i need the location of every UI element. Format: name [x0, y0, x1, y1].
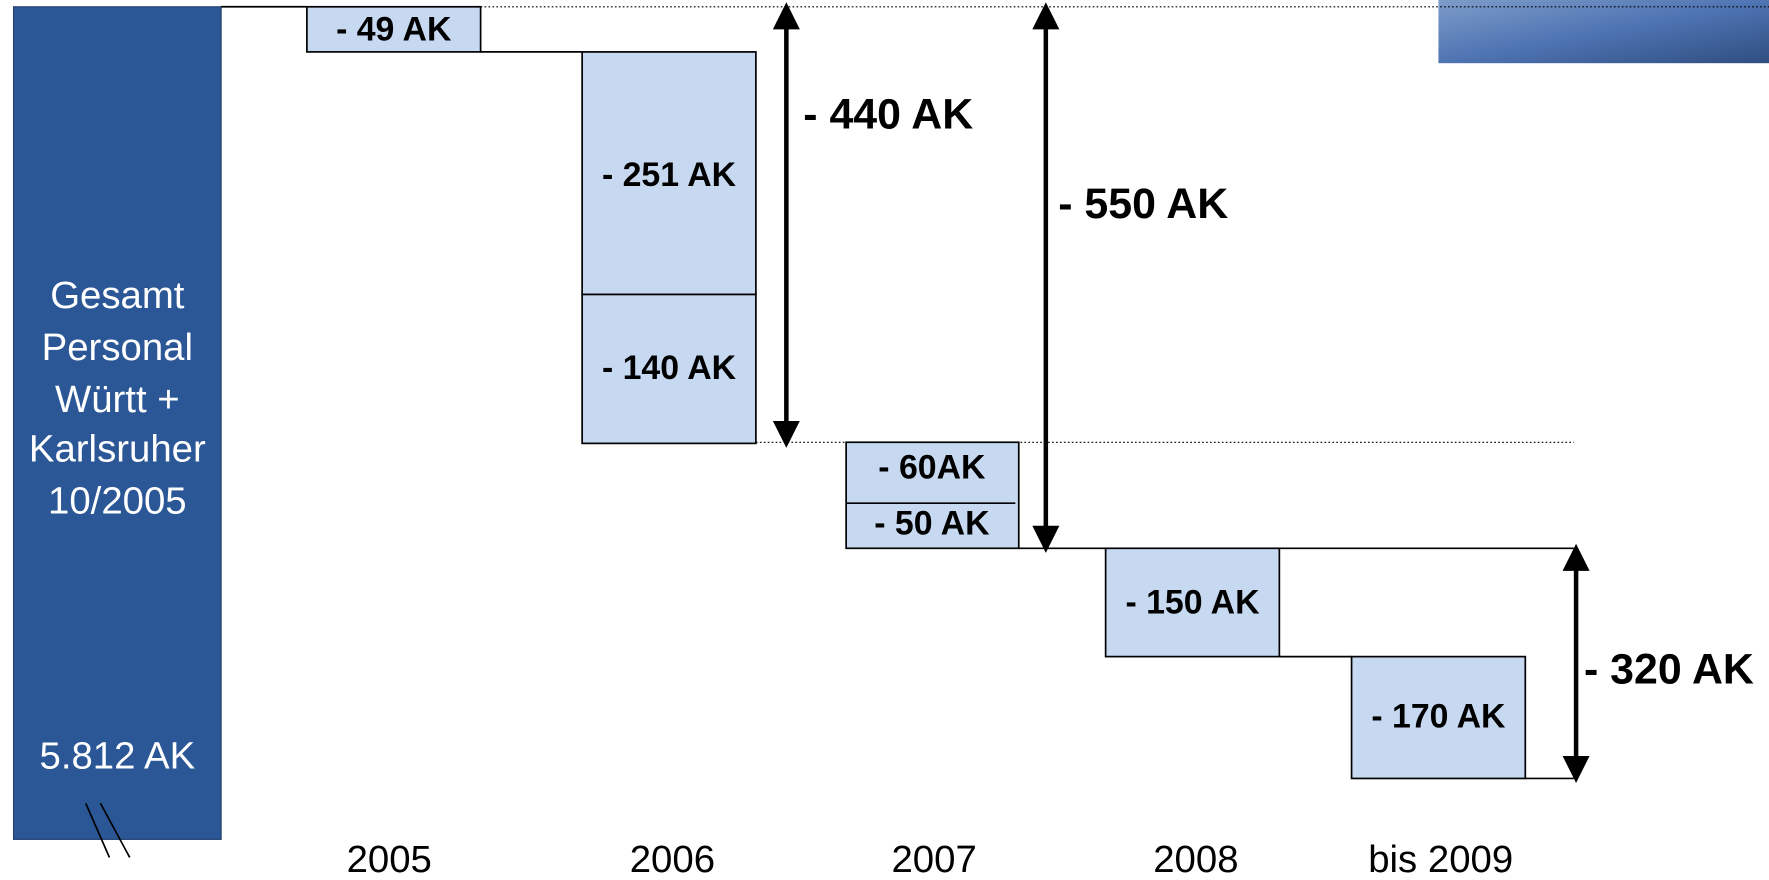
step-label: - 60AK — [878, 448, 986, 486]
year-label: 2007 — [891, 838, 976, 880]
total-label: Württ + — [55, 378, 180, 421]
year-label: 2008 — [1153, 838, 1238, 880]
total-label: Karlsruher — [29, 427, 206, 470]
step-box — [1350, 655, 1527, 780]
step-label: - 150 AK — [1125, 584, 1260, 622]
break-mark — [84, 802, 111, 858]
year-label: 2006 — [630, 838, 715, 880]
total-value: 5.812 AK — [40, 734, 196, 777]
step-box — [581, 51, 757, 296]
total-label: Gesamt — [50, 274, 185, 317]
span-label: - 440 AK — [803, 91, 973, 139]
step-label: - 251 AK — [602, 156, 737, 194]
total-label: 10/2005 — [48, 479, 187, 522]
step-label: - 140 AK — [602, 349, 737, 387]
step-label: - 49 AK — [336, 11, 452, 49]
step-label: - 170 AK — [1371, 698, 1506, 736]
step-box — [845, 441, 1020, 550]
span-label: - 320 AK — [1584, 646, 1754, 694]
step-box — [1104, 547, 1281, 658]
total-label: Personal — [42, 326, 193, 369]
year-label: bis 2009 — [1368, 838, 1513, 880]
break-mark — [99, 802, 131, 858]
photo-fragment — [1438, 0, 1769, 64]
total-bar — [12, 6, 222, 840]
span-label: - 550 AK — [1058, 180, 1228, 228]
year-label: 2005 — [347, 838, 432, 880]
step-label: - 50 AK — [874, 505, 990, 543]
step-box — [306, 5, 482, 53]
step-box — [581, 293, 757, 445]
